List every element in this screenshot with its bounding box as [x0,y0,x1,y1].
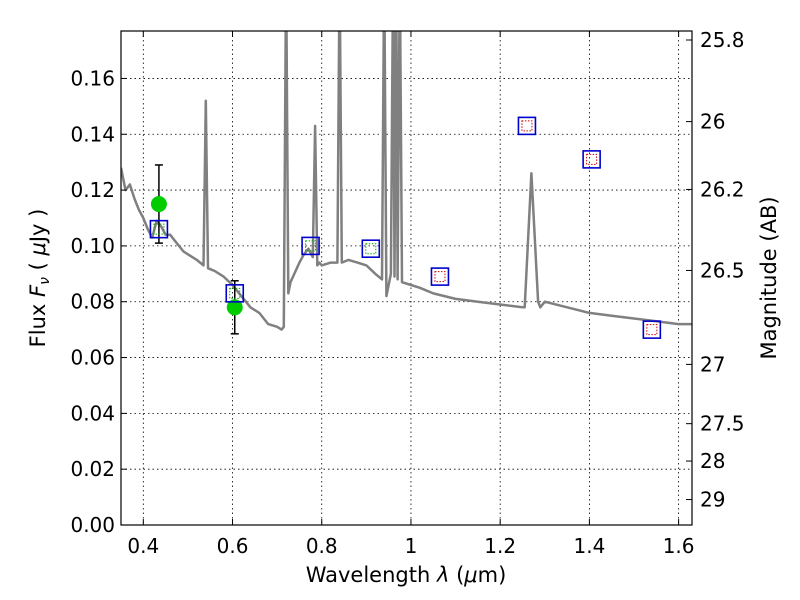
y2-tick-label: 27.5 [700,412,745,436]
x-axis-label: Wavelength λ (μm) [306,563,507,587]
model-photometry-box [225,284,245,303]
y-tick-label: 0.16 [70,66,115,90]
y-tick-label: 0.08 [70,290,115,314]
plot-area [121,31,692,339]
model-spectrum-line [121,31,692,331]
y-axis-label: Flux Fν ( μJy ) [26,209,53,348]
model-photometry-inner [586,153,598,165]
observed-point [226,299,243,316]
model-photometry-inner [365,243,377,255]
model-photometry-box [361,239,381,258]
x-tick-label: 0.6 [217,534,249,558]
y-tick-label: 0.12 [70,178,115,202]
model-photometry-inner [646,324,658,336]
model-photometry-box [149,219,169,239]
y-tick-label: 0.10 [70,234,115,258]
y2-tick-label: 27 [700,352,725,376]
y2-tick-label: 26.5 [700,258,745,282]
plot-frame [120,30,693,526]
y-tick-label: 0.00 [70,513,115,537]
model-photometry-box [301,236,320,256]
x-tick-label: 1.6 [663,534,695,558]
model-photometry-inner [153,223,165,235]
x-tick-label: 1.4 [573,534,605,558]
x-tick-label: 1.2 [484,534,516,558]
model-photometry-inner [434,271,446,283]
model-photometry-box [430,267,450,286]
model-photometry-inner [521,120,533,132]
x-tick-label: 0.8 [306,534,338,558]
y2-tick-label: 29 [700,488,725,512]
model-photometry-inner [305,240,317,252]
y-tick-label: 0.06 [70,346,115,370]
y-tick-label: 0.02 [70,457,115,481]
y2-tick-label: 26 [700,110,725,134]
y-tick-label: 0.04 [70,401,115,425]
model-photometry-inner [229,287,241,299]
y2-tick-label: 25.8 [700,28,745,52]
model-photometry-box [582,150,601,169]
observed-point [150,196,167,213]
x-tick-label: 1 [405,534,418,558]
y2-tick-label: 26.2 [700,177,745,201]
axes: 0.4 0.6 0.8 1 1.2 1.4 1.6 0.00 0.02 0.04 0.06 0.08 0… [70,28,744,558]
y-tick-label: 0.14 [70,122,115,146]
y2-tick-label: 28 [700,449,725,473]
model-photometry-box [642,320,662,339]
y2-axis-label: Magnitude (AB) [757,196,781,359]
x-tick-label: 0.4 [127,534,159,558]
model-photometry-box [517,116,537,136]
